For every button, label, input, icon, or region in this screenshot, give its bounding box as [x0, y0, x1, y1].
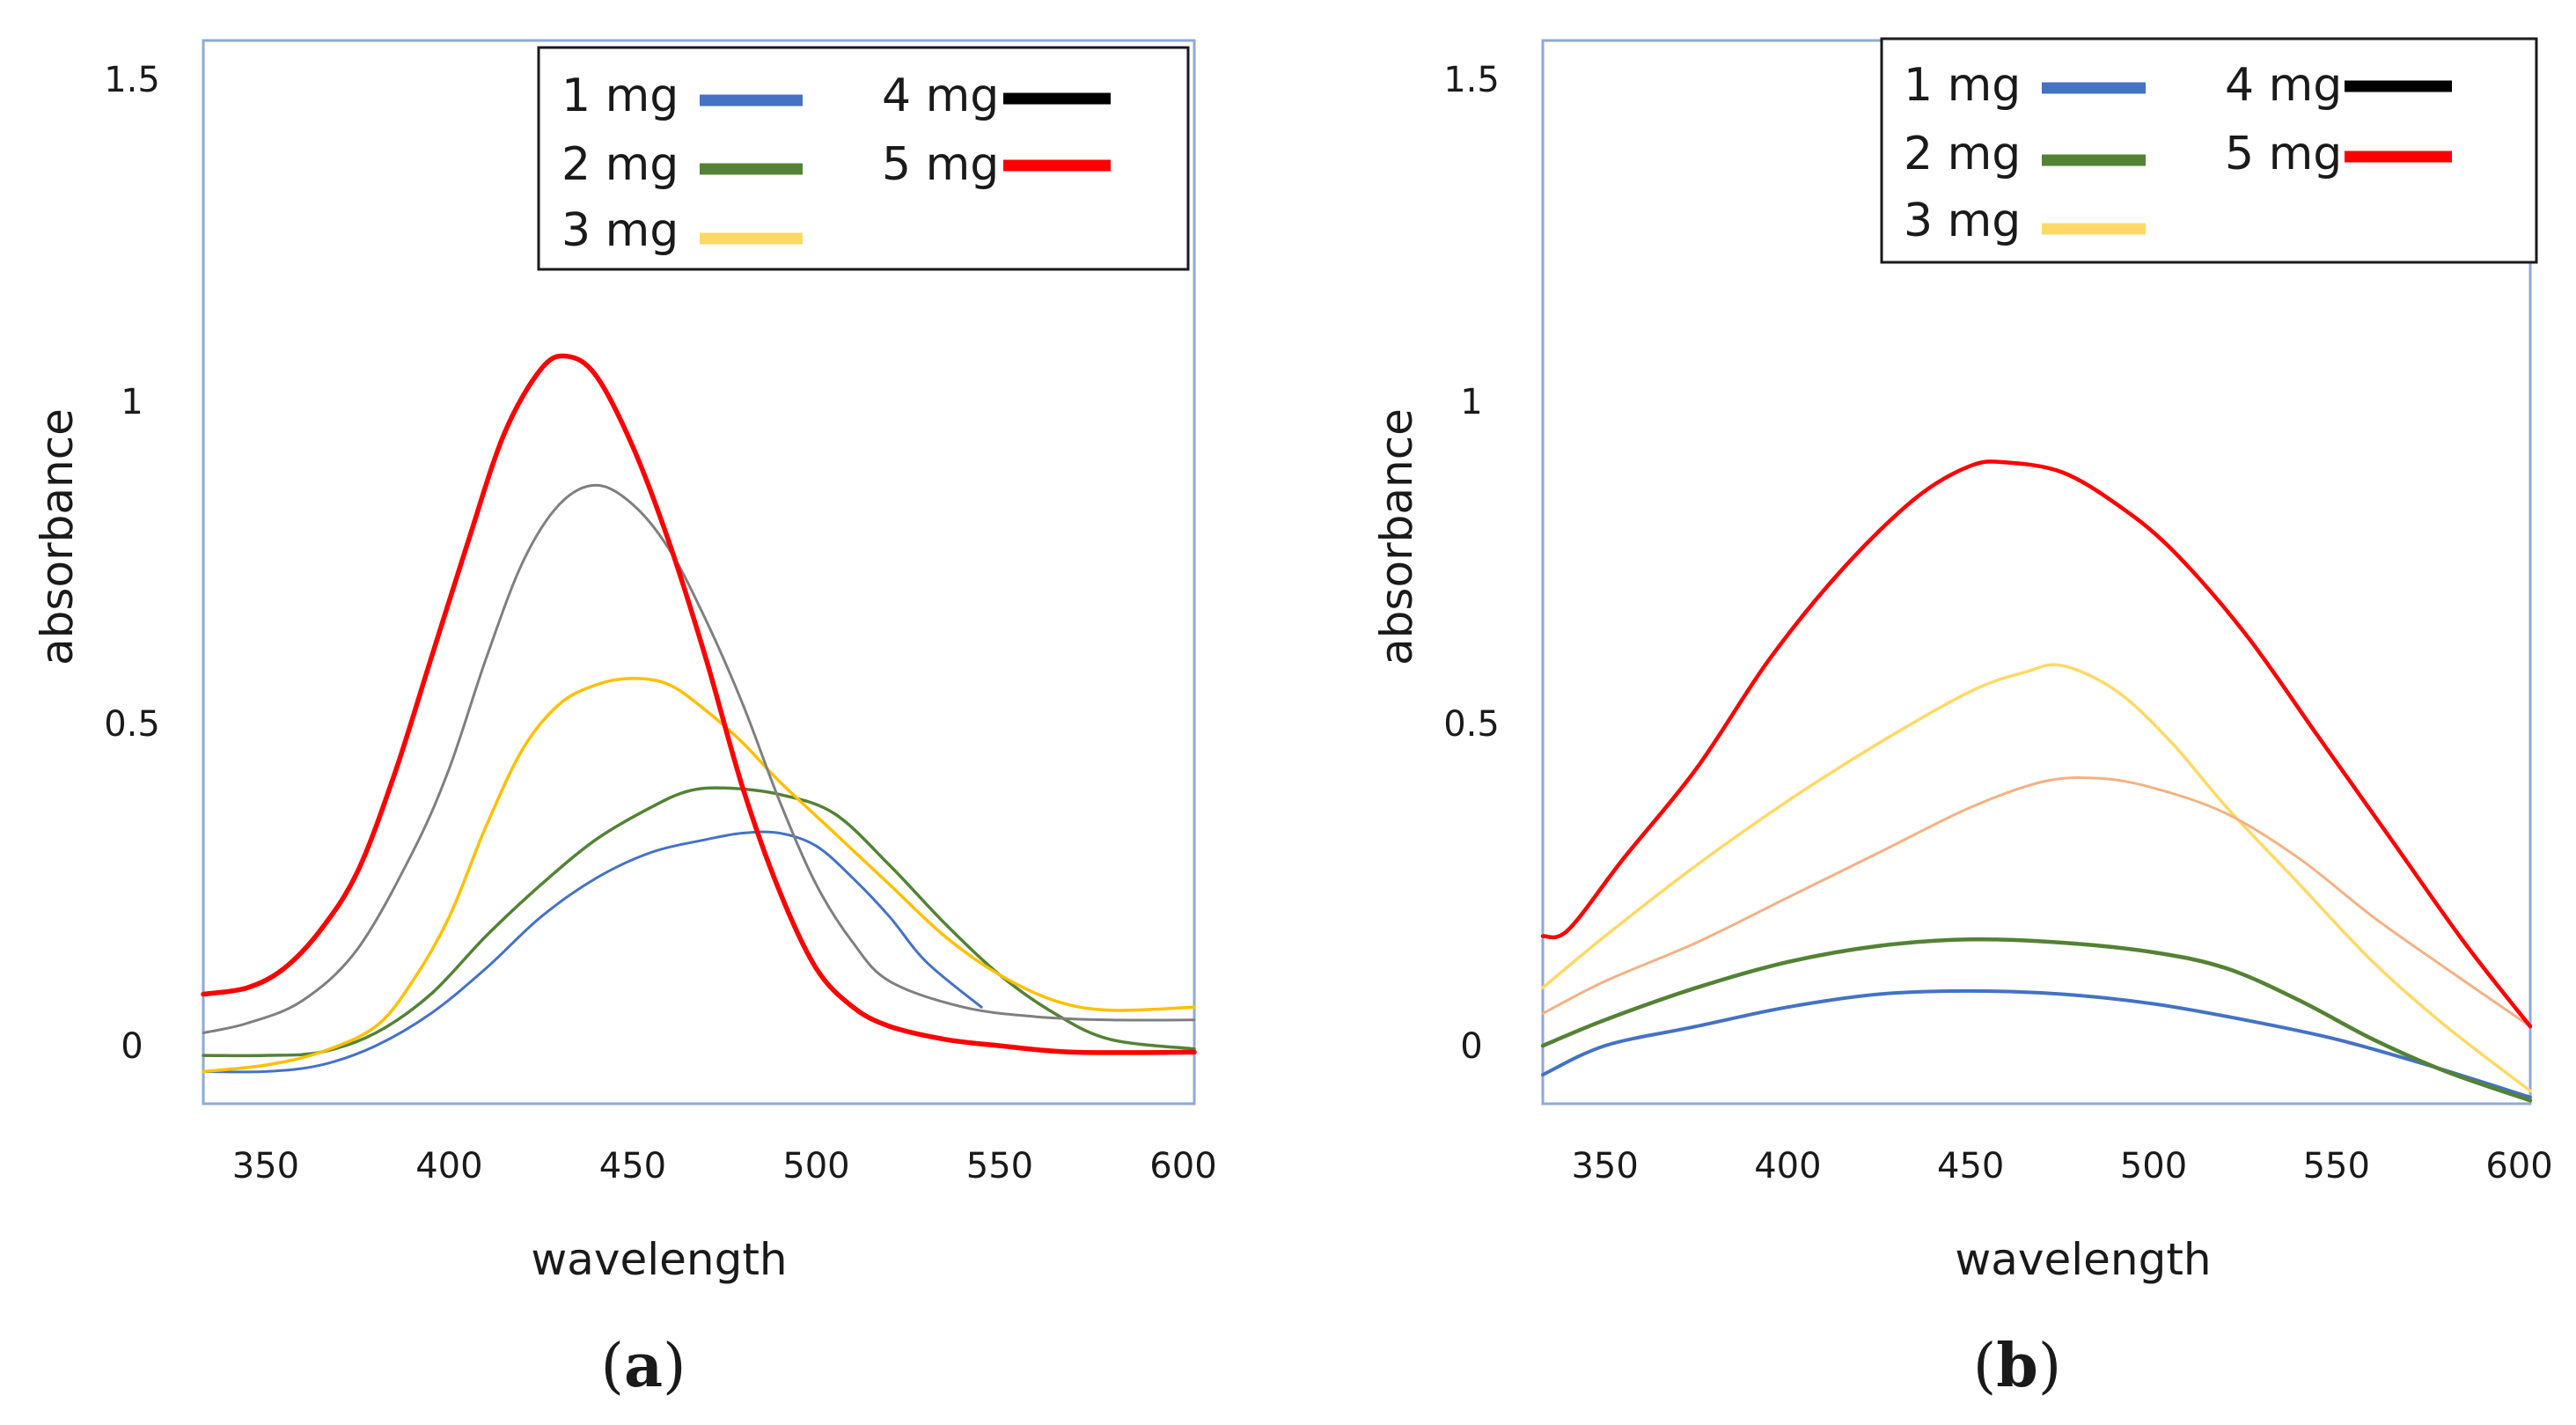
y-axis-title-a: absorbance [32, 408, 83, 665]
series-line-3-mg [202, 677, 1196, 1074]
y-tick-label: 0.5 [1443, 704, 1500, 745]
y-axis-title-b: absorbance [1371, 408, 1422, 665]
x-tick-label: 450 [599, 1146, 666, 1186]
y-tick-label: 1.5 [104, 60, 160, 100]
x-tick-label: 350 [232, 1146, 299, 1186]
x-tick-label: 500 [2120, 1146, 2187, 1186]
legend-label: 2 mg [561, 138, 679, 191]
legend-label: 4 mg [2225, 59, 2342, 112]
x-tick-label: 350 [1571, 1146, 1638, 1186]
y-tick-label: 0.5 [104, 704, 160, 745]
series-line-1-mg [1541, 988, 2532, 1099]
legend-label: 3 mg [1904, 195, 2021, 247]
legend-label: 5 mg [2225, 128, 2342, 180]
x-tick-label: 400 [1754, 1146, 1821, 1186]
x-tick-label: 600 [2485, 1146, 2552, 1186]
x-axis-ticks-b: 350 400 450 500 550 600 [1571, 1146, 2552, 1186]
legend-box-a [537, 46, 1190, 271]
y-tick-label: 0 [1460, 1026, 1482, 1067]
legend-box-b [1880, 37, 2538, 264]
x-tick-label: 550 [966, 1146, 1033, 1186]
x-tick-label: 450 [1937, 1146, 2004, 1186]
series-line-3-mg [1541, 663, 2532, 1093]
legend-label: 3 mg [561, 204, 679, 257]
legend-label: 2 mg [1904, 128, 2021, 180]
series-group-a [201, 353, 1197, 1074]
series-line-2-mg [1540, 937, 2533, 1103]
series-group-b [1540, 459, 2533, 1103]
x-axis-title-a: wavelength [531, 1234, 787, 1285]
y-tick-label: 0 [121, 1026, 143, 1067]
legend-label: 4 mg [882, 70, 999, 122]
y-tick-label: 1.5 [1443, 60, 1500, 100]
legend-a: 1 mg 2 mg 3 mg 4 mg 5 mg [537, 46, 1190, 271]
x-axis-ticks-a: 350 400 450 500 550 600 [232, 1146, 1217, 1186]
series-line-5-mg [201, 353, 1197, 1055]
panel-label-b: (b) [1973, 1331, 2062, 1401]
series-line-1-mg [202, 830, 983, 1074]
y-tick-label: 1 [1460, 382, 1482, 422]
series-line-4-mg [202, 483, 1196, 1034]
y-axis-ticks-b: 0 0.5 1 1.5 [1443, 60, 1500, 1067]
chart-panel-a: 0 0.5 1 1.5 350 400 450 500 550 600 absorbance w… [32, 39, 1217, 1401]
x-tick-label: 550 [2303, 1146, 2370, 1186]
x-tick-label: 400 [415, 1146, 482, 1186]
x-tick-label: 500 [782, 1146, 849, 1186]
panel-label-a: (a) [600, 1331, 686, 1401]
legend-label: 1 mg [561, 70, 679, 122]
legend-label: 5 mg [882, 138, 999, 191]
x-axis-title-b: wavelength [1955, 1234, 2211, 1285]
series-line-4-mg [1541, 775, 2532, 1028]
legend-b: 1 mg 2 mg 3 mg 4 mg 5 mg [1880, 37, 2538, 264]
series-line-5-mg [1540, 459, 2533, 1029]
chart-panel-b: 0 0.5 1 1.5 350 400 450 500 550 600 absorbance w… [1371, 37, 2553, 1401]
y-axis-ticks-a: 0 0.5 1 1.5 [104, 60, 160, 1067]
x-tick-label: 600 [1149, 1146, 1216, 1186]
legend-label: 1 mg [1904, 59, 2021, 112]
y-tick-label: 1 [121, 382, 143, 422]
